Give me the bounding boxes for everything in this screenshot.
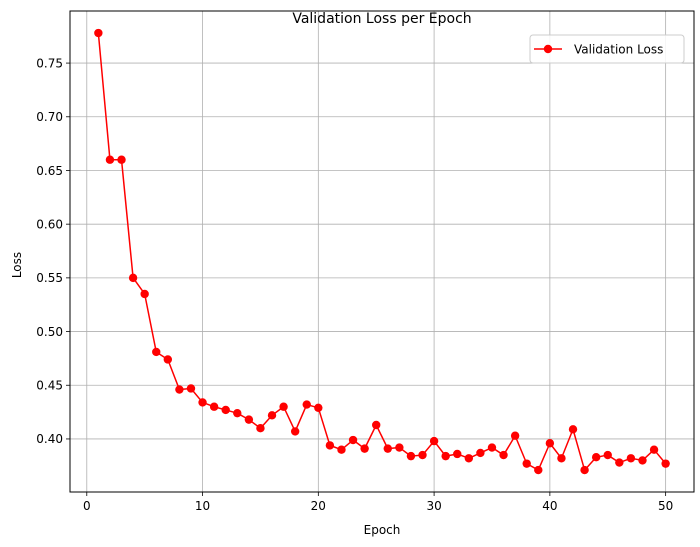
y-tick-label: 0.60: [36, 217, 63, 231]
x-axis-label: Epoch: [364, 523, 401, 537]
y-tick-label: 0.70: [36, 110, 63, 124]
x-tick-label: 0: [83, 499, 91, 513]
data-point: [117, 155, 126, 164]
data-point: [279, 402, 288, 411]
y-tick-label: 0.55: [36, 271, 63, 285]
data-point: [360, 444, 369, 453]
data-point: [105, 155, 115, 164]
data-point: [209, 402, 219, 411]
legend: Validation Loss: [529, 34, 685, 64]
data-point: [337, 445, 346, 454]
y-tick-label: 0.40: [36, 432, 63, 446]
data-point: [256, 424, 265, 433]
data-point: [591, 453, 601, 462]
x-tick-label: 40: [542, 499, 557, 513]
data-point: [557, 454, 566, 463]
data-point: [406, 451, 416, 461]
y-tick-label: 0.50: [36, 325, 63, 339]
data-point: [244, 415, 254, 424]
data-point: [441, 451, 450, 461]
ticks: 0 10 20 30 40 50 0.40 0.45 0.50 0.55 0.60 0.65 0.70 0…: [36, 56, 673, 513]
data-point: [383, 444, 392, 453]
x-tick-label: 30: [426, 499, 441, 513]
data-point: [476, 448, 485, 458]
data-point: [545, 439, 555, 448]
data-point: [626, 454, 636, 463]
data-point: [152, 347, 161, 357]
data-point: [221, 405, 230, 415]
x-tick-label: 20: [311, 499, 326, 513]
data-point: [395, 443, 404, 452]
data-point: [325, 441, 335, 450]
data-point: [140, 289, 149, 299]
data-point: [290, 427, 300, 436]
data-point: [233, 408, 242, 418]
legend-label: Validation Loss: [574, 43, 663, 57]
data-point: [348, 435, 358, 445]
chart-title: Validation Loss per Epoch: [292, 11, 471, 27]
data-point: [603, 450, 612, 460]
data-point: [302, 400, 311, 409]
x-tick-label: 50: [658, 499, 673, 513]
x-tick-label: 10: [195, 499, 210, 513]
data-point: [186, 384, 196, 393]
data-point: [522, 459, 531, 468]
data-point: [464, 454, 474, 463]
data-point: [198, 398, 207, 407]
data-point: [267, 411, 277, 420]
data-point: [534, 465, 543, 475]
data-point: [487, 443, 497, 452]
data-point: [661, 459, 670, 468]
data-point: [429, 436, 439, 446]
data-point: [94, 28, 103, 38]
series-layer: [94, 28, 670, 475]
y-tick-label: 0.65: [36, 164, 63, 178]
data-point: [615, 458, 624, 467]
y-axis-label: Loss: [10, 252, 24, 278]
plot-frame: [69, 10, 695, 493]
data-point: [638, 456, 647, 465]
data-point: [580, 465, 589, 475]
data-point: [418, 450, 427, 460]
data-point: [510, 431, 520, 440]
data-point: [372, 420, 381, 430]
data-point: [175, 385, 184, 394]
data-point: [163, 355, 173, 364]
legend-marker: [543, 44, 553, 54]
data-point: [128, 273, 138, 283]
data-point: [453, 449, 462, 459]
y-tick-label: 0.75: [36, 56, 63, 70]
y-tick-label: 0.45: [36, 379, 63, 393]
data-point: [568, 425, 578, 434]
legend-box: [529, 34, 685, 64]
data-point: [499, 450, 508, 460]
data-point: [649, 445, 659, 454]
data-point: [314, 403, 323, 413]
